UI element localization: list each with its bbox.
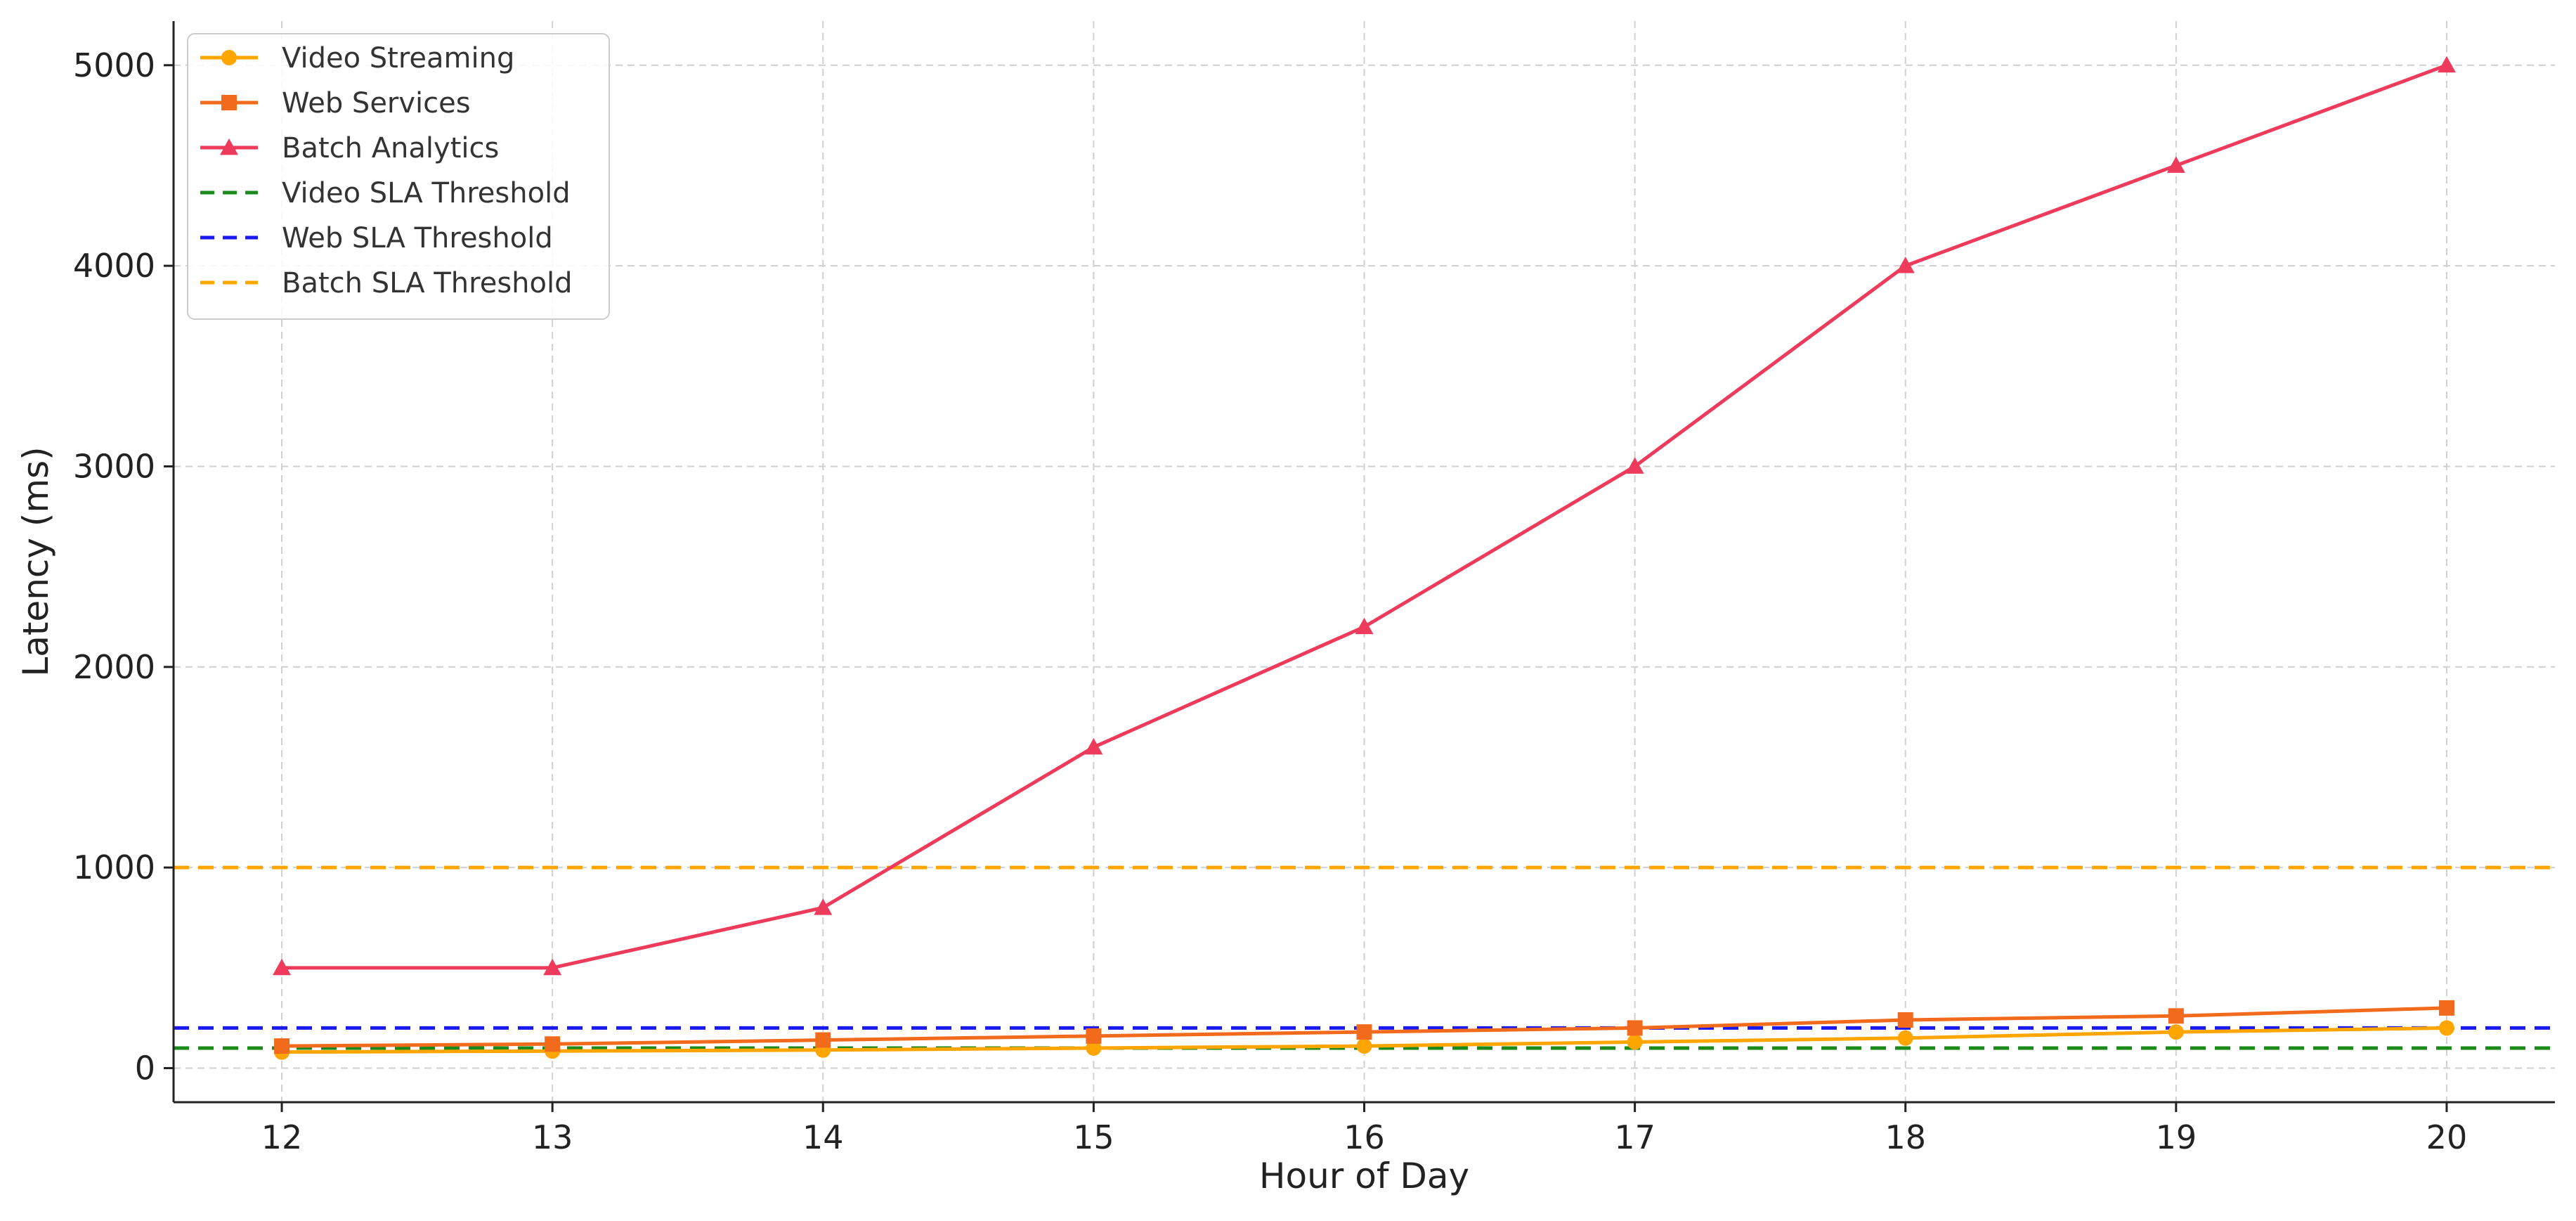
data-point-web-services	[1086, 1028, 1102, 1044]
data-point-web-services	[1627, 1020, 1643, 1036]
data-point-video-streaming	[2438, 1020, 2454, 1036]
data-point-web-services	[2168, 1008, 2184, 1024]
series-lines	[273, 56, 2456, 1060]
x-tick-label: 13	[532, 1118, 573, 1156]
tick-labels: 12 13 14 15 16 17 18 19 20 0 1000 2000 3000 4000 5000	[73, 46, 2467, 1156]
data-point-batch-analytics	[273, 958, 292, 976]
data-point-batch-analytics	[814, 898, 833, 915]
data-point-batch-analytics	[1084, 737, 1103, 755]
y-tick-label: 4000	[73, 247, 155, 285]
data-point-web-services	[274, 1038, 290, 1054]
data-point-video-streaming	[2168, 1024, 2184, 1040]
y-tick-label: 5000	[73, 46, 155, 84]
x-tick-label: 19	[2156, 1118, 2197, 1156]
legend-label-batch-analytics: Batch Analytics	[282, 132, 499, 164]
data-point-web-services	[1356, 1024, 1372, 1040]
x-tick-label: 14	[802, 1118, 844, 1156]
x-tick-label: 16	[1344, 1118, 1385, 1156]
data-point-batch-analytics	[1896, 257, 1915, 273]
data-point-web-services	[1897, 1012, 1913, 1028]
y-tick-label: 2000	[73, 648, 155, 686]
x-tick-label: 15	[1073, 1118, 1114, 1156]
legend-label-web-services: Web Services	[282, 87, 471, 119]
legend-marker-web-services	[221, 95, 237, 110]
y-tick-label: 0	[135, 1049, 155, 1087]
data-point-video-streaming	[1356, 1038, 1372, 1054]
data-point-batch-analytics	[1355, 617, 1374, 635]
data-point-video-streaming	[1086, 1040, 1102, 1056]
legend: Video Streaming Web Services Batch Analyti…	[187, 33, 610, 320]
legend-label-video-streaming: Video Streaming	[282, 42, 514, 75]
data-point-web-services	[2438, 1000, 2454, 1016]
data-point-web-services	[545, 1036, 561, 1052]
y-tick-label: 1000	[73, 848, 155, 886]
legend-box	[187, 33, 610, 320]
data-point-batch-analytics	[2437, 56, 2456, 73]
data-point-web-services	[815, 1032, 831, 1048]
data-point-batch-analytics	[1625, 457, 1644, 474]
legend-marker-batch-analytics	[220, 138, 238, 155]
data-point-batch-analytics	[2166, 156, 2185, 173]
axes	[164, 21, 2555, 1112]
data-point-batch-analytics	[543, 958, 562, 976]
data-point-video-streaming	[1897, 1030, 1913, 1046]
x-tick-label: 18	[1885, 1118, 1926, 1156]
legend-label-web-sla-threshold: Web SLA Threshold	[282, 222, 553, 254]
data-point-video-streaming	[1627, 1034, 1643, 1050]
legend-marker-video-streaming	[221, 50, 237, 65]
legend-label-batch-sla-threshold: Batch SLA Threshold	[282, 267, 573, 299]
legend-label-video-sla-threshold: Video SLA Threshold	[282, 177, 571, 209]
x-axis-title: Hour of Day	[1259, 1156, 1469, 1196]
x-tick-label: 20	[2426, 1118, 2468, 1156]
y-tick-label: 3000	[73, 447, 155, 485]
x-tick-label: 12	[261, 1118, 303, 1156]
x-tick-label: 17	[1614, 1118, 1655, 1156]
y-axis-title: Latency (ms)	[15, 446, 56, 676]
